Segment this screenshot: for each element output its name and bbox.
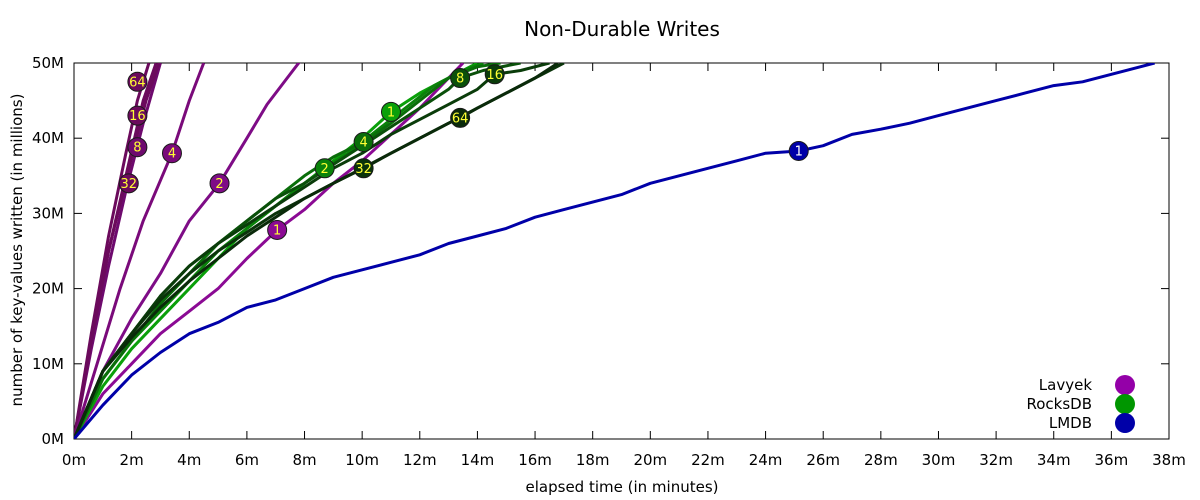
x-tick-label: 22m	[691, 451, 725, 469]
series-marker-rocksdb-8	[450, 68, 471, 89]
series-line-lavyek-32	[74, 63, 161, 439]
x-tick-label: 28m	[864, 451, 898, 469]
legend-swatch-lavyek	[1115, 375, 1135, 395]
y-tick-label: 50M	[32, 54, 64, 72]
series-marker-label: 8	[456, 72, 464, 87]
x-tick-label: 24m	[749, 451, 783, 469]
series-marker-label: 1	[795, 144, 803, 159]
y-tick-label: 10M	[32, 355, 64, 373]
series-marker-label: 8	[133, 141, 141, 156]
series-marker-label: 16	[129, 109, 146, 124]
series-marker-rocksdb-64	[450, 107, 471, 128]
y-axis-label: number of key-values written (in million…	[8, 94, 26, 407]
y-tick-label: 30M	[32, 204, 64, 222]
x-tick-label: 14m	[461, 451, 495, 469]
legend-swatch-rocksdb	[1115, 394, 1135, 414]
series-marker-label: 2	[215, 177, 223, 192]
x-tick-label: 20m	[633, 451, 667, 469]
series-marker-lavyek-4	[161, 143, 182, 164]
plot-border	[73, 62, 1170, 440]
series-marker-lavyek-32	[118, 173, 139, 194]
series-marker-label: 4	[168, 147, 176, 162]
series-marker-lmdb-1	[788, 140, 809, 161]
series-marker-label: 64	[129, 75, 146, 90]
series-line-lavyek-4	[74, 63, 206, 439]
x-tick-label: 16m	[518, 451, 552, 469]
x-tick-label: 34m	[1037, 451, 1071, 469]
series-line-rocksdb-2	[74, 63, 484, 439]
series-layer	[74, 63, 1155, 439]
x-tick-label: 10m	[345, 451, 379, 469]
series-marker-rocksdb-2	[314, 158, 335, 179]
series-marker-label: 32	[120, 177, 137, 192]
series-marker-label: 1	[273, 223, 281, 238]
legend-label-lavyek: Lavyek	[1039, 376, 1093, 394]
marker-layer: 64 16 8 32 4 2 1 1 2 4 8 16 32 64 1	[118, 64, 809, 240]
series-marker-rocksdb-16	[484, 64, 505, 85]
series-marker-lavyek-16	[127, 105, 148, 126]
series-marker-rocksdb-1	[380, 101, 401, 122]
x-tick-label: 4m	[177, 451, 201, 469]
x-tick-label: 26m	[806, 451, 840, 469]
series-line-rocksdb-64	[74, 63, 559, 439]
x-tick-label: 6m	[235, 451, 259, 469]
series-marker-lavyek-2	[209, 173, 230, 194]
series-marker-rocksdb-4	[353, 131, 374, 152]
series-line-rocksdb-16	[74, 63, 550, 439]
x-tick-label: 32m	[979, 451, 1013, 469]
series-marker-label: 32	[355, 162, 372, 177]
legend-label-rocksdb: RocksDB	[1026, 395, 1092, 413]
series-marker-label: 1	[387, 105, 395, 120]
legend-swatch-lmdb	[1115, 413, 1135, 433]
y-tick-label: 0M	[42, 430, 65, 448]
x-tick-label: 30m	[922, 451, 956, 469]
chart-title: Non-Durable Writes	[524, 17, 720, 41]
x-tick-label: 2m	[120, 451, 144, 469]
series-line-lavyek-8	[74, 63, 162, 439]
series-line-rocksdb-32	[74, 63, 565, 439]
series-line-lmdb-1	[74, 63, 1155, 439]
series-marker-label: 64	[452, 111, 469, 126]
x-tick-label: 18m	[576, 451, 610, 469]
series-marker-label: 2	[321, 162, 329, 177]
series-marker-label: 4	[359, 135, 367, 150]
series-marker-rocksdb-32	[353, 158, 374, 179]
x-tick-label: 38m	[1152, 451, 1186, 469]
y-tick-label: 20M	[32, 280, 64, 298]
series-marker-lavyek-8	[127, 137, 148, 158]
legend-label-lmdb: LMDB	[1049, 414, 1092, 432]
series-marker-label: 16	[486, 68, 503, 83]
x-tick-label: 8m	[292, 451, 316, 469]
series-line-lavyek-2	[74, 63, 301, 439]
x-axis-label: elapsed time (in minutes)	[526, 478, 719, 496]
x-tick-label: 36m	[1095, 451, 1129, 469]
y-tick-label: 40M	[32, 129, 64, 147]
x-tick-label: 0m	[62, 451, 86, 469]
x-tick-label: 12m	[403, 451, 437, 469]
plot-area: 0m 2m 4m 6m 8m 10m 12m 14m 16m 18m 20m 22m 24m 26m 28m…	[32, 54, 1186, 469]
series-marker-lavyek-1	[267, 219, 288, 240]
series-marker-lavyek-64	[127, 71, 148, 92]
